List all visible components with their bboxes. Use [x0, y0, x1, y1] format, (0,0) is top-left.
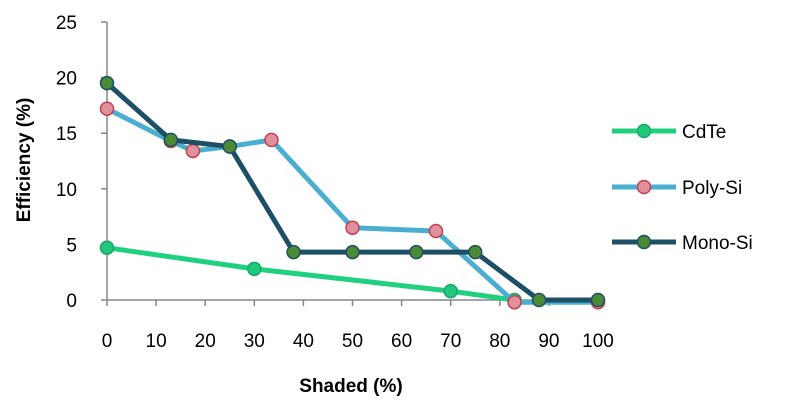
series-line-poly-si	[105, 106, 598, 305]
data-point-mono-si	[222, 139, 237, 154]
legend-marker-poly-si	[636, 179, 652, 195]
x-tick-label: 60	[391, 331, 412, 352]
x-axis-title: Shaded (%)	[299, 376, 402, 397]
y-tick-label: 20	[56, 69, 77, 90]
series-layer	[99, 75, 606, 310]
data-point-poly-si	[185, 143, 201, 159]
x-tick-label: 90	[538, 331, 559, 352]
data-point-poly-si	[264, 132, 279, 148]
data-point-mono-si	[99, 75, 115, 91]
legend-label-mono-si: Mono-Si	[682, 233, 753, 254]
legend-label-poly-si: Poly-Si	[682, 178, 742, 199]
legend-label-cdte: CdTe	[682, 122, 726, 143]
data-point-mono-si	[531, 292, 547, 308]
x-tick-label: 50	[342, 331, 363, 352]
data-point-poly-si	[345, 220, 360, 235]
data-point-mono-si	[286, 244, 301, 260]
legend: CdTe Poly-Si Mono-Si	[612, 122, 753, 254]
data-point-mono-si	[163, 132, 179, 148]
y-tick-label: 10	[56, 180, 77, 201]
y-tick-label: 5	[66, 235, 77, 256]
y-tick-label: 0	[66, 291, 77, 312]
data-point-poly-si	[428, 223, 444, 239]
data-point-poly-si	[99, 101, 115, 116]
x-tick-label: 100	[582, 331, 614, 352]
data-point-mono-si	[345, 244, 360, 260]
data-point-cdte	[443, 283, 458, 299]
x-tick-label: 20	[195, 331, 216, 352]
x-tick-label: 10	[146, 331, 167, 352]
x-tick-label: 70	[440, 331, 461, 352]
data-point-mono-si	[590, 292, 606, 308]
y-tick-label: 15	[56, 124, 77, 145]
legend-marker-cdte	[636, 123, 652, 139]
y-tick-label: 25	[56, 13, 77, 34]
x-tick-label: 30	[244, 331, 265, 352]
y-axis-title: Efficiency (%)	[14, 98, 35, 223]
legend-marker-mono-si	[636, 234, 652, 250]
x-tick-label: 40	[293, 331, 314, 352]
data-point-cdte	[99, 240, 115, 255]
x-tick-label: 0	[102, 331, 113, 352]
x-tick-label: 80	[489, 331, 510, 352]
data-point-mono-si	[409, 244, 424, 260]
axes: 0 5 10 15 20 25 0 10 20 30 40 50 60 70 80 90 100	[56, 13, 614, 352]
data-point-cdte	[247, 261, 262, 277]
data-point-poly-si	[507, 294, 522, 310]
series-line-cdte	[106, 245, 515, 303]
data-point-mono-si	[468, 244, 483, 260]
series-line-mono-si	[105, 81, 598, 303]
